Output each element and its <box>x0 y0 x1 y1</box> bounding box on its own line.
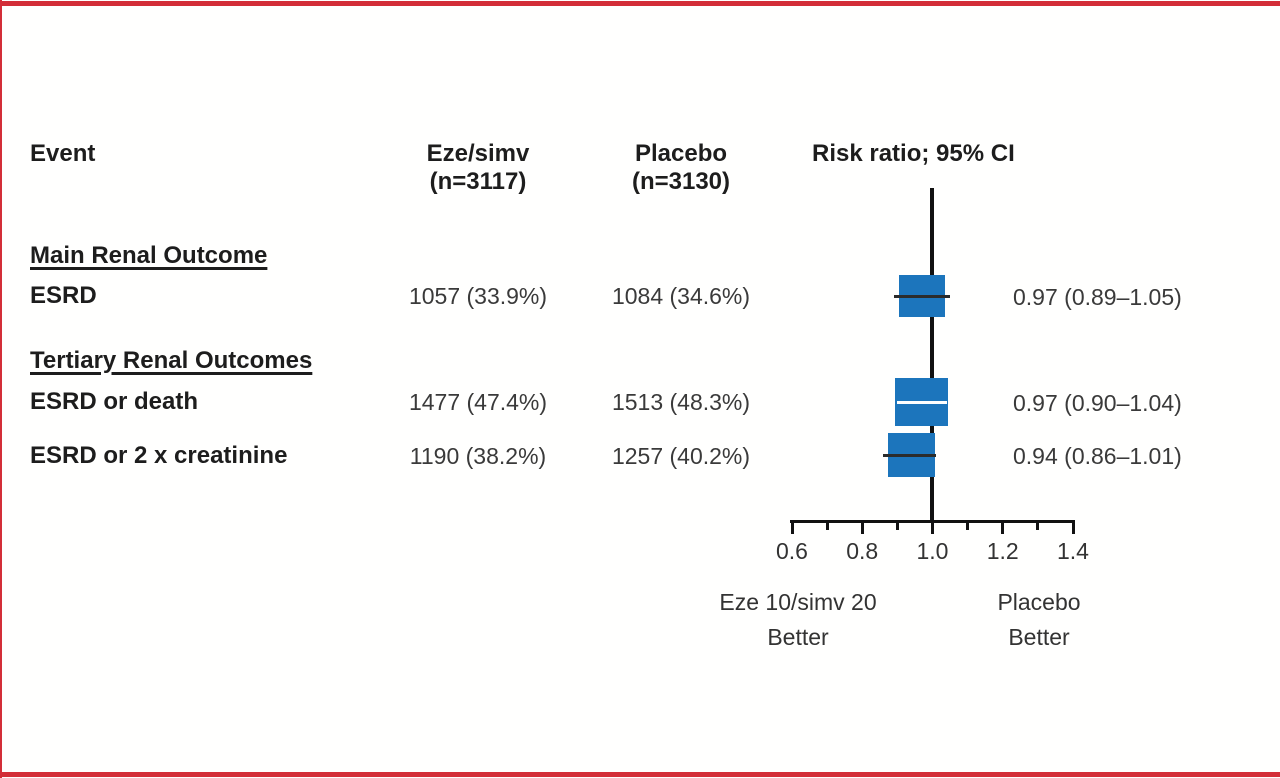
axis-direction-label-right-line2: Better <box>1008 624 1070 650</box>
axis-direction-label-left: Eze 10/simv 20 Better <box>700 585 896 655</box>
axis-direction-label-left-line2: Better <box>767 624 829 650</box>
left-border-line <box>0 0 2 778</box>
axis-direction-label-right: Placebo Better <box>963 585 1115 655</box>
axis-tick <box>825 520 829 530</box>
confidence-interval-line <box>883 453 936 457</box>
reference-line <box>930 188 934 522</box>
bottom-border-line <box>0 772 1280 777</box>
axis-direction-label-right-line1: Placebo <box>997 589 1081 615</box>
cell-esrd-or-death-placebo: 1513 (48.3%) <box>611 389 751 415</box>
cell-esrd-or-2x-creatinine-placebo: 1257 (40.2%) <box>611 443 751 469</box>
ci-text-esrd-or-death: 0.97 (0.90–1.04) <box>1013 390 1182 416</box>
column-header-eze-simv: Eze/simv (n=3117) <box>383 140 573 196</box>
cell-esrd-eze: 1057 (33.9%) <box>408 283 548 309</box>
axis-tick <box>860 520 864 534</box>
ci-text-esrd: 0.97 (0.89–1.05) <box>1013 284 1182 310</box>
cell-esrd-or-death-eze: 1477 (47.4%) <box>408 389 548 415</box>
axis-tick-label: 0.8 <box>846 538 879 564</box>
confidence-interval-line <box>893 294 951 298</box>
column-header-event: Event <box>30 140 96 167</box>
row-label-esrd: ESRD <box>30 282 97 309</box>
axis-tick <box>1071 520 1075 534</box>
column-header-placebo: Placebo (n=3130) <box>586 140 776 196</box>
axis-tick <box>1001 520 1005 534</box>
axis-tick-label: 0.6 <box>776 538 808 564</box>
confidence-interval-line <box>897 400 947 404</box>
axis-tick <box>931 520 934 534</box>
column-header-eze-simv-line1: Eze/simv <box>426 140 530 167</box>
column-header-placebo-line1: Placebo <box>634 140 728 167</box>
axis-tick <box>1036 520 1040 530</box>
axis-tick <box>790 520 794 534</box>
axis-tick-label: 1.4 <box>1057 538 1089 564</box>
row-label-esrd-or-2x-creatinine: ESRD or 2 x creatinine <box>30 442 288 469</box>
cell-esrd-or-2x-creatinine-eze: 1190 (38.2%) <box>409 443 547 469</box>
axis-tick <box>966 520 970 530</box>
axis-direction-label-left-line1: Eze 10/simv 20 <box>719 589 877 615</box>
column-header-eze-simv-line2: (n=3117) <box>429 168 527 195</box>
top-border-line <box>0 1 1280 6</box>
row-label-esrd-or-death: ESRD or death <box>30 388 199 415</box>
section-title-tertiary-renal-outcomes: Tertiary Renal Outcomes <box>30 347 313 374</box>
cell-esrd-placebo: 1084 (34.6%) <box>611 283 751 309</box>
ci-text-esrd-or-2x-creatinine: 0.94 (0.86–1.01) <box>1013 443 1182 469</box>
column-header-placebo-line2: (n=3130) <box>631 168 731 195</box>
axis-tick-label: 1.0 <box>916 538 949 564</box>
axis-tick <box>895 520 899 530</box>
section-title-main-renal-outcome: Main Renal Outcome <box>30 242 268 269</box>
column-header-risk-ratio: Risk ratio; 95% CI <box>812 140 1015 167</box>
axis-tick-label: 1.2 <box>986 538 1019 564</box>
